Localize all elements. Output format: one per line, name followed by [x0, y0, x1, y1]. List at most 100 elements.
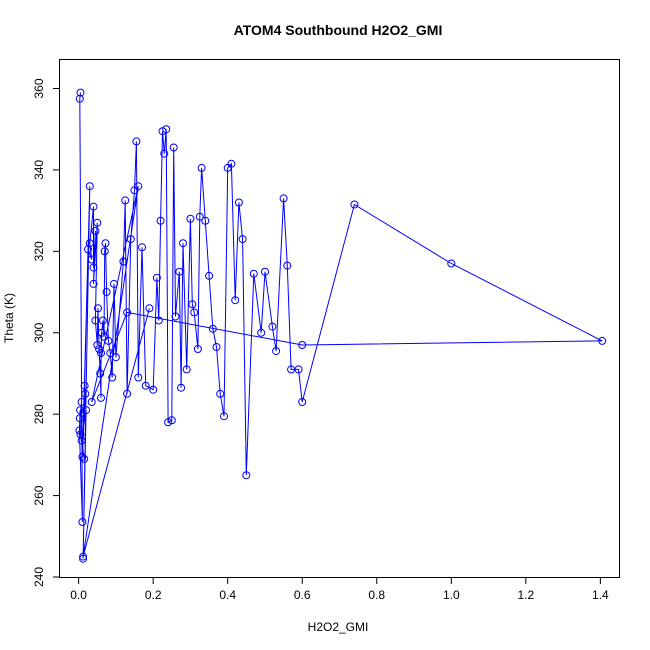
- data-point: [76, 88, 85, 97]
- y-tick-label: 300: [32, 322, 46, 342]
- data-point: [97, 393, 105, 402]
- data-point: [100, 247, 109, 256]
- x-tick-label: 0.0: [70, 588, 87, 602]
- x-tick-label: 0.4: [219, 588, 236, 602]
- data-point: [101, 239, 110, 248]
- data-point: [97, 328, 106, 337]
- data-point: [447, 259, 456, 268]
- y-tick-label: 340: [32, 160, 46, 180]
- data-point: [249, 269, 258, 278]
- data-point: [97, 349, 105, 358]
- data-point: [261, 267, 269, 276]
- data-point: [81, 389, 90, 398]
- data-point: [89, 263, 98, 272]
- y-axis: 240 260 280 300 320 340 360: [32, 78, 60, 587]
- data-point: [104, 336, 113, 345]
- data-point: [78, 452, 87, 461]
- data-point: [160, 149, 169, 158]
- data-point: [87, 398, 96, 406]
- data-point: [85, 182, 94, 191]
- data-point: [77, 398, 86, 406]
- data-point: [132, 137, 141, 146]
- data-point: [175, 267, 184, 276]
- series-layer: [75, 88, 607, 563]
- data-point: [111, 353, 120, 362]
- data-point: [177, 383, 186, 392]
- data-point: [79, 554, 88, 563]
- data-point: [141, 381, 150, 390]
- data-point: [197, 163, 206, 172]
- data-point: [182, 365, 191, 374]
- data-point: [154, 316, 163, 325]
- data-point: [91, 227, 100, 235]
- x-tick-label: 1.4: [592, 588, 609, 602]
- data-point: [298, 398, 307, 406]
- y-axis-label: Theta (K): [2, 293, 16, 343]
- data-point: [123, 308, 132, 317]
- data-point: [77, 436, 86, 445]
- data-point: [190, 308, 199, 317]
- y-tick-label: 320: [32, 241, 46, 261]
- data-point: [85, 239, 94, 248]
- data-point: [134, 373, 143, 382]
- data-point: [78, 518, 87, 526]
- data-point: [106, 349, 115, 358]
- data-point: [350, 200, 359, 209]
- data-point: [110, 279, 118, 288]
- data-point: [96, 369, 105, 378]
- y-tick-label: 240: [32, 567, 46, 587]
- data-point: [138, 243, 146, 252]
- data-point: [152, 273, 161, 282]
- x-tick-label: 1.2: [517, 588, 534, 602]
- data-point: [193, 345, 202, 353]
- x-tick-label: 0.6: [294, 588, 311, 602]
- data-point: [272, 347, 281, 356]
- data-point: [134, 182, 143, 191]
- data-point: [76, 406, 85, 415]
- data-point: [145, 304, 154, 313]
- x-axis-label: H2O2_GMI: [308, 620, 369, 634]
- data-point: [294, 365, 303, 374]
- data-point: [126, 235, 135, 244]
- data-point: [162, 125, 171, 134]
- data-point: [89, 202, 98, 211]
- y-tick-label: 360: [32, 78, 46, 98]
- data-point: [171, 312, 180, 321]
- chart-title: ATOM4 Southbound H2O2_GMI: [234, 22, 443, 38]
- data-point: [75, 94, 84, 103]
- data-point: [156, 216, 165, 225]
- data-point: [238, 235, 247, 244]
- data-point: [279, 194, 288, 203]
- data-point: [212, 343, 221, 351]
- data-point: [598, 336, 607, 345]
- data-point: [227, 159, 236, 168]
- data-point: [80, 454, 89, 463]
- data-point: [201, 216, 210, 225]
- data-point: [179, 239, 187, 248]
- data-point: [121, 196, 130, 205]
- series-line: [78, 92, 603, 559]
- data-point: [234, 198, 243, 207]
- data-point: [298, 341, 307, 349]
- data-point: [102, 288, 111, 296]
- data-point: [108, 373, 117, 382]
- data-point: [89, 279, 98, 288]
- data-point: [87, 255, 96, 264]
- x-axis: 0.0 0.2 0.4 0.6 0.8 1.0 1.2 1.4: [70, 577, 609, 602]
- data-point: [231, 296, 240, 305]
- data-point: [95, 345, 104, 353]
- data-point: [257, 328, 266, 337]
- data-point: [93, 341, 102, 349]
- data-point: [195, 212, 204, 221]
- data-point: [75, 426, 84, 435]
- data-point: [220, 412, 228, 421]
- data-point: [169, 143, 178, 152]
- plot-frame: [59, 59, 620, 578]
- data-point: [119, 257, 128, 266]
- data-point: [82, 406, 91, 415]
- data-point: [216, 389, 225, 398]
- data-point: [186, 214, 195, 223]
- data-point: [242, 471, 251, 480]
